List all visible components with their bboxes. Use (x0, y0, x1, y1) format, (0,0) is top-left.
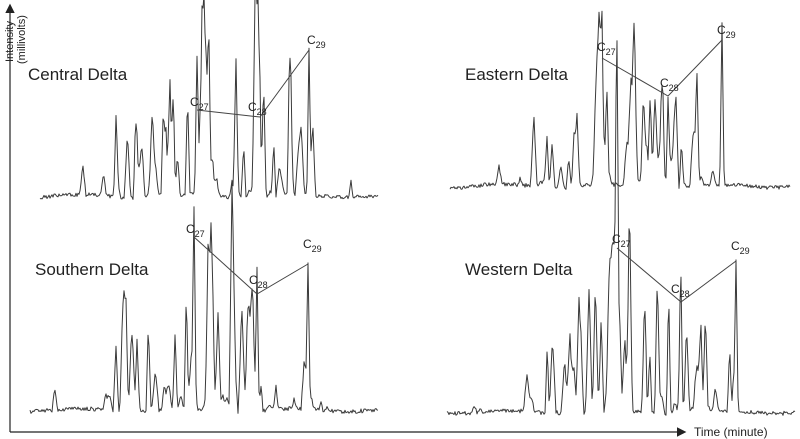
peak-label: C29 (717, 23, 736, 40)
peak-label: C27 (186, 222, 205, 239)
peak-subscript: 27 (199, 102, 209, 112)
peak-label: C29 (307, 33, 326, 50)
peak-subscript: 29 (316, 40, 326, 50)
peak-symbol: C (612, 232, 621, 246)
peak-connector (196, 49, 310, 118)
peak-label: C29 (731, 239, 750, 256)
peak-symbol: C (186, 222, 195, 236)
peak-subscript: 28 (258, 280, 268, 290)
peak-connector (193, 236, 309, 295)
peak-symbol: C (597, 40, 606, 54)
panel-title: Western Delta (465, 260, 573, 279)
peak-connector (616, 247, 737, 303)
trace (449, 10, 791, 190)
peak-symbol: C (248, 100, 257, 114)
peak-label: C27 (612, 232, 631, 249)
y-axis-label: Intensity (4, 21, 16, 62)
peak-label: C28 (248, 100, 267, 117)
panel-title: Central Delta (28, 65, 128, 84)
peak-subscript: 29 (740, 246, 750, 256)
peak-symbol: C (671, 282, 680, 296)
trace (39, 0, 379, 200)
peak-symbol: C (249, 273, 258, 287)
trace (29, 183, 379, 414)
peak-symbol: C (717, 23, 726, 37)
peak-label: C28 (660, 76, 679, 93)
peak-subscript: 28 (669, 83, 679, 93)
peak-label: C29 (303, 237, 322, 254)
peak-label: C27 (597, 40, 616, 57)
panel-title: Southern Delta (35, 260, 149, 279)
peak-symbol: C (731, 239, 740, 253)
peak-symbol: C (303, 237, 312, 251)
peak-label: C28 (249, 273, 268, 290)
peak-symbol: C (307, 33, 316, 47)
peak-subscript: 27 (621, 239, 631, 249)
x-axis-label: Time (minute) (694, 425, 768, 439)
trace (446, 40, 796, 416)
y-axis-label: (millivolts) (16, 15, 28, 64)
peak-label: C27 (190, 95, 209, 112)
peak-subscript: 28 (257, 107, 267, 117)
peak-connector (601, 39, 723, 97)
peak-symbol: C (660, 76, 669, 90)
peak-subscript: 29 (312, 244, 322, 254)
panel-title: Eastern Delta (465, 65, 569, 84)
peak-subscript: 29 (726, 30, 736, 40)
peak-subscript: 27 (606, 47, 616, 57)
peak-symbol: C (190, 95, 199, 109)
peak-label: C28 (671, 282, 690, 299)
peak-subscript: 27 (195, 229, 205, 239)
peak-subscript: 28 (680, 289, 690, 299)
